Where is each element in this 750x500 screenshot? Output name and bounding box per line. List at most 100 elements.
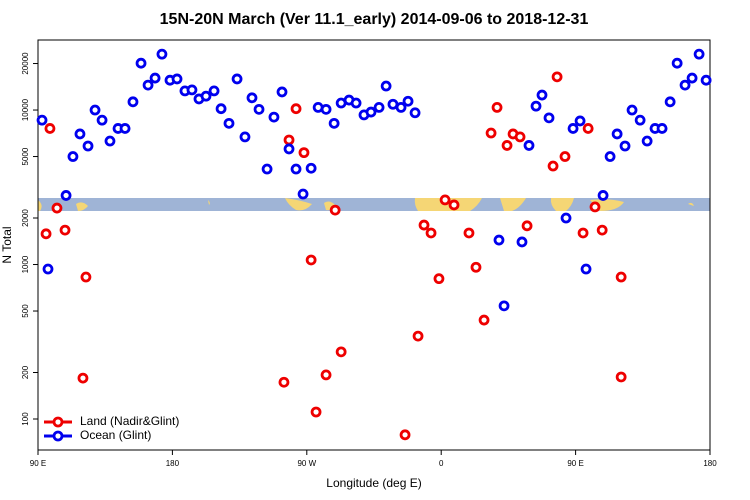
data-point [395,101,407,113]
data-point [297,188,309,200]
y-tick-label: 5000 [21,147,30,165]
data-point [156,48,168,60]
x-tick-label: 0 [439,459,444,468]
data-point [373,101,385,113]
data-point [498,300,510,312]
data-point [142,79,154,91]
data-point [253,103,265,115]
data-point [516,236,528,248]
x-axis-label: Longitude (deg E) [326,476,421,490]
x-tick-label: 90 E [30,459,46,468]
data-point [439,194,451,206]
y-tick-label: 500 [21,304,30,318]
data-point [536,89,548,101]
data-point [36,114,48,126]
data-point [577,227,589,239]
data-point [380,80,392,92]
data-point [634,114,646,126]
data-point [60,190,72,201]
data-point [463,227,475,239]
data-point [305,254,317,266]
data-point [135,57,147,69]
y-tick-label: 2000 [21,209,30,227]
data-point [246,92,258,104]
data-point [679,79,691,91]
legend-marker [52,416,64,428]
data-point [305,162,317,174]
data-point [74,128,86,140]
data-point [611,128,623,140]
data-point [350,97,362,109]
data-point [615,271,627,283]
data-point [551,71,563,83]
data-point [40,228,52,240]
data-point [412,330,424,342]
data-point [433,273,445,285]
data-point [664,96,676,108]
data-point [619,140,631,152]
data-point [42,263,54,275]
y-tick-label: 10000 [21,98,30,121]
data-point [365,106,377,118]
data-point [283,134,295,146]
data-point [409,107,421,119]
data-point [320,369,332,381]
data-point [521,220,533,232]
data-point [399,429,411,441]
data-point [223,117,235,129]
data-point [328,117,340,129]
data-point [478,314,490,326]
data-point [493,234,505,246]
y-tick-label: 1000 [21,255,30,273]
data-point [268,111,280,123]
x-tick-label: 180 [703,459,717,468]
data-point [329,204,341,216]
data-point [543,112,555,124]
data-point [501,140,513,151]
data-point [335,346,347,358]
data-point [686,72,698,84]
data-point [671,57,683,69]
data-point [448,199,460,211]
chart-title: 15N-20N March (Ver 11.1_early) 2014-09-0… [160,11,589,28]
y-tick-label: 200 [21,365,30,379]
data-point [491,101,503,113]
data-point [89,104,101,116]
data-point [67,151,79,162]
data-point [547,160,559,172]
data-point [597,190,609,201]
data-point [290,163,302,175]
y-tick-label: 100 [21,412,30,426]
data-point [589,201,601,213]
data-point [604,151,616,162]
data-point [290,103,302,115]
data-point [310,406,322,418]
data-point [560,212,572,224]
data-point [276,86,288,98]
data-point [44,123,56,134]
legend-label: Land (Nadir&Glint) [80,414,179,428]
data-point [574,115,586,127]
data-point [283,143,295,155]
data-point [231,73,243,85]
data-point [559,151,571,162]
data-point [127,96,139,108]
data-point [425,227,437,239]
data-point [96,114,108,126]
legend-label: Ocean (Glint) [80,428,151,442]
data-point [82,140,94,152]
data-point [582,123,594,134]
data-point [656,123,668,134]
data-point [119,123,131,134]
data-point [567,123,579,134]
data-point [80,271,92,283]
data-point [626,104,638,116]
x-tick-label: 90 W [297,459,316,468]
data-point [615,371,627,383]
y-tick-label: 20000 [21,52,30,75]
data-point [470,261,482,273]
data-point [215,103,227,115]
data-point [418,219,430,231]
